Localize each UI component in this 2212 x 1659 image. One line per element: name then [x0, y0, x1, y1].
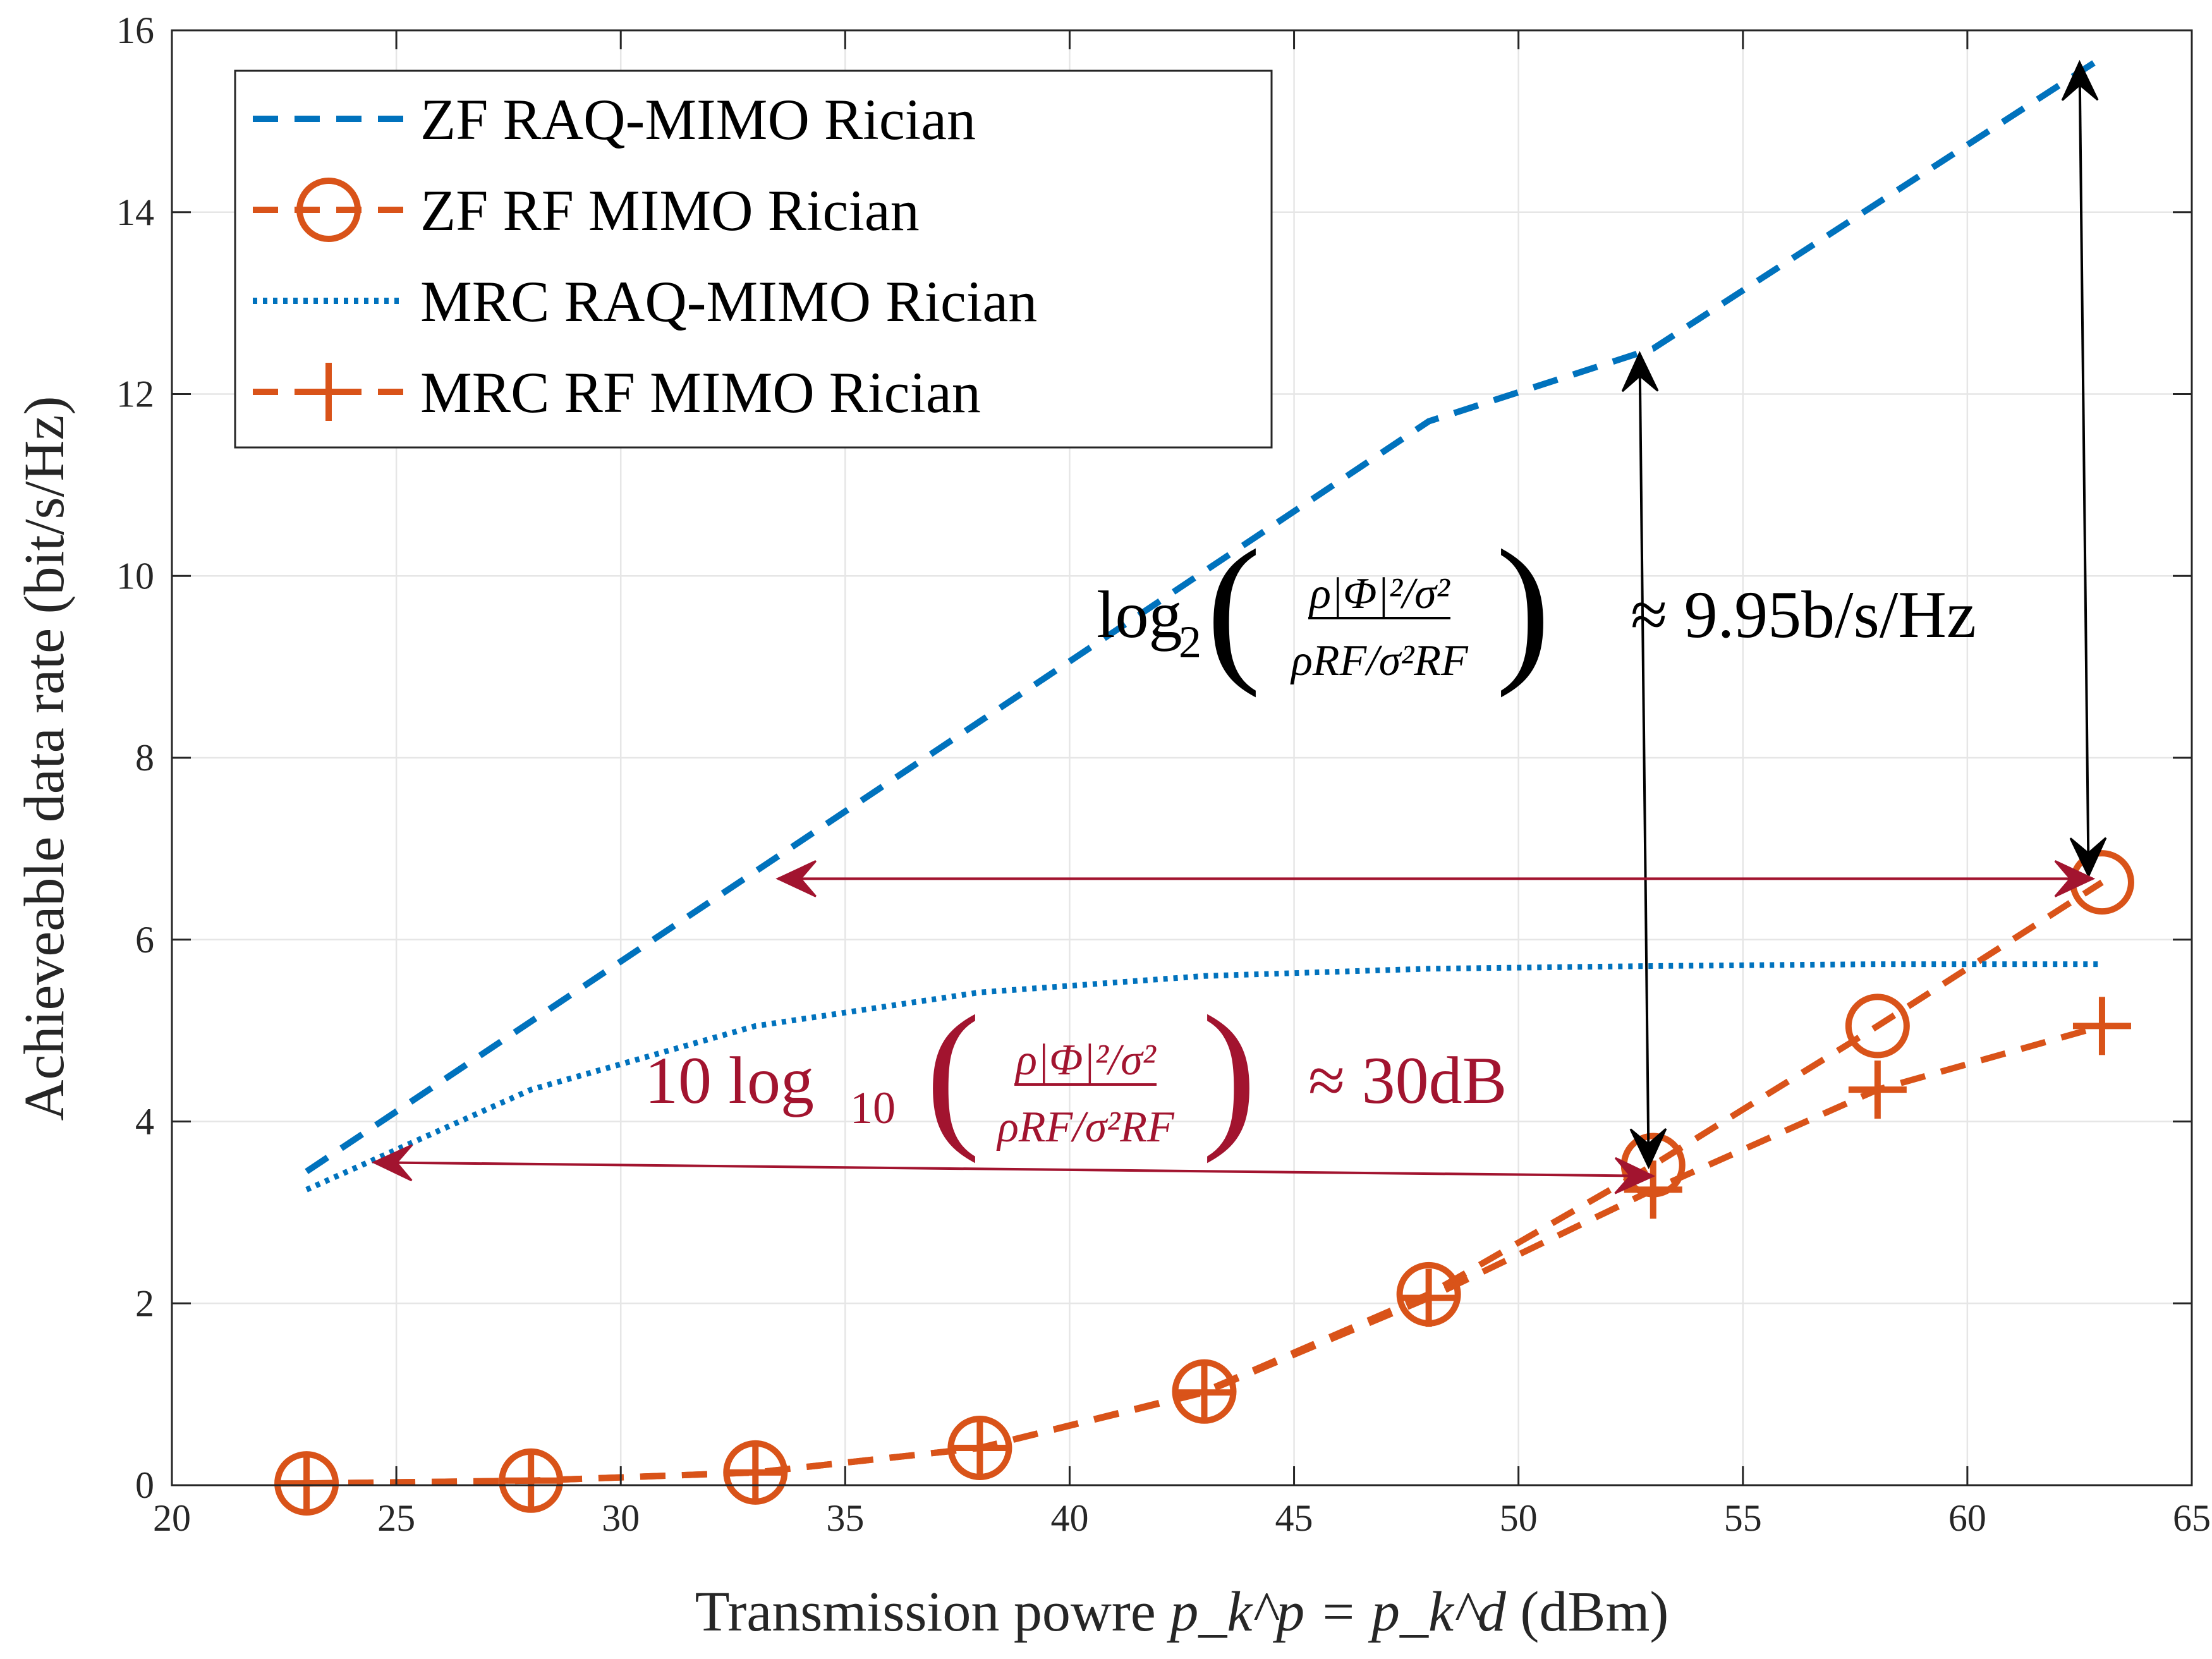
y-tick-label: 8 [135, 737, 154, 779]
arrow-head [1629, 1128, 1667, 1169]
series-line [305, 961, 2102, 1193]
arrow-head [372, 1144, 413, 1182]
legend-item-2: MRC RAQ-MIMO Rician [253, 269, 1037, 334]
annotation-rate-gain-numerator: ρ|Φ|²/σ² [1308, 569, 1450, 618]
annotation-power-gap: 10 log 10 ( ρ|Φ|²/σ² ρRF/σ²RF ) ≈ 30dB [645, 982, 1507, 1164]
annotation-power-gap-lparen: ( [926, 982, 981, 1164]
series-2 [305, 961, 2102, 1193]
series-0 [305, 54, 2104, 1174]
annotation-rate-gain-lparen: ( [1206, 516, 1261, 698]
legend-box [234, 70, 1273, 449]
x-tick-label: 25 [377, 1497, 415, 1539]
legend-item-3: MRC RF MIMO Rician [253, 360, 981, 425]
annotation-power-gap-prefix: 10 log [645, 1043, 814, 1117]
x-axis-title-unit: (dBm) [1520, 1581, 1668, 1643]
annotation-arrows [372, 59, 2107, 1194]
y-tick-label: 4 [135, 1101, 154, 1143]
series-line [305, 54, 2104, 1174]
legend-label: MRC RF MIMO Rician [420, 360, 981, 425]
legend-label: MRC RAQ-MIMO Rician [420, 269, 1037, 334]
x-tick-label: 30 [602, 1497, 640, 1539]
legend-items: ZF RAQ-MIMO Rician ZF RF MIMO Rician MRC R… [253, 87, 1037, 425]
annotation-arrow-1-0 [372, 1144, 1656, 1194]
annotation-rate-gain-value: ≈ 9.95b/s/Hz [1631, 578, 1976, 652]
annotation-arrow-0-0 [1621, 351, 1667, 1169]
y-tick-label: 2 [135, 1282, 154, 1324]
arrow-head [2061, 59, 2099, 101]
annotation-arrow-0-1 [2061, 59, 2107, 878]
arrow-shaft [2078, 62, 2090, 877]
x-tick-label: 50 [1500, 1497, 1538, 1539]
axis-ticks: 20 25 30 35 40 45 50 55 60 65 0 2 4 6 8 10 12 14 16 [116, 9, 2211, 1539]
series-3 [277, 997, 2131, 1513]
y-tick-label: 14 [116, 191, 154, 233]
y-tick-label: 12 [116, 374, 154, 415]
legend-item-0: ZF RAQ-MIMO Rician [253, 87, 976, 152]
x-tick-label: 60 [1948, 1497, 1986, 1539]
x-tick-label: 35 [826, 1497, 864, 1539]
legend: ZF RAQ-MIMO Rician ZF RF MIMO Rician MRC R… [234, 70, 1273, 449]
x-axis-title-math: p_k^p = p_k^d [1166, 1581, 1507, 1643]
annotation-power-gap-rparen: ) [1202, 982, 1257, 1164]
x-tick-label: 45 [1275, 1497, 1313, 1539]
annotation-rate-gain-denominator: ρRF/σ²RF [1290, 636, 1469, 685]
series-line [307, 1023, 2103, 1487]
arrow-head [2069, 837, 2107, 878]
annotation-power-gap-denominator: ρRF/σ²RF [996, 1103, 1175, 1152]
legend-label: ZF RF MIMO Rician [420, 178, 920, 243]
annotation-power-gap-numerator: ρ|Φ|²/σ² [1014, 1036, 1156, 1085]
series-layer [274, 54, 2134, 1516]
arrow-shaft [1638, 353, 1650, 1167]
arrow-head [1614, 1157, 1656, 1194]
data-point-circle [296, 178, 361, 242]
annotation-rate-gain-rparen: ) [1496, 516, 1551, 698]
legend-label: ZF RAQ-MIMO Rician [420, 87, 976, 152]
y-tick-label: 16 [116, 9, 154, 51]
x-axis-title: Transmission powre p_k^p = p_k^d (dBm) [695, 1581, 1669, 1643]
annotation-power-gap-sub: 10 [850, 1083, 896, 1133]
data-point-circle [1845, 994, 1910, 1059]
arrow-head [2054, 860, 2096, 897]
annotation-arrow-1-1 [775, 860, 2096, 897]
annotation-power-gap-value: ≈ 30dB [1308, 1043, 1507, 1117]
arrow-head [1621, 351, 1659, 392]
x-tick-label: 40 [1050, 1497, 1088, 1539]
y-tick-label: 6 [135, 919, 154, 961]
annotation-rate-gain: log 2 ( ρ|Φ|²/σ² ρRF/σ²RF ) ≈ 9.95b/s/Hz [1097, 516, 1976, 698]
y-tick-label: 0 [135, 1464, 154, 1506]
annotation-rate-gain-sub: 2 [1179, 617, 1201, 667]
arrow-shaft [374, 1161, 1653, 1177]
legend-item-1: ZF RF MIMO Rician [253, 178, 920, 243]
x-tick-label: 55 [1724, 1497, 1762, 1539]
x-axis-title-text: Transmission powre [695, 1581, 1156, 1643]
x-tick-label: 20 [153, 1497, 191, 1539]
annotation-rate-gain-prefix: log [1097, 578, 1182, 652]
arrow-head [775, 860, 817, 897]
x-tick-label: 65 [2173, 1497, 2211, 1539]
y-tick-label: 10 [116, 555, 154, 597]
y-axis-title: Achieveable data rate (bit/s/Hz) [13, 396, 76, 1121]
